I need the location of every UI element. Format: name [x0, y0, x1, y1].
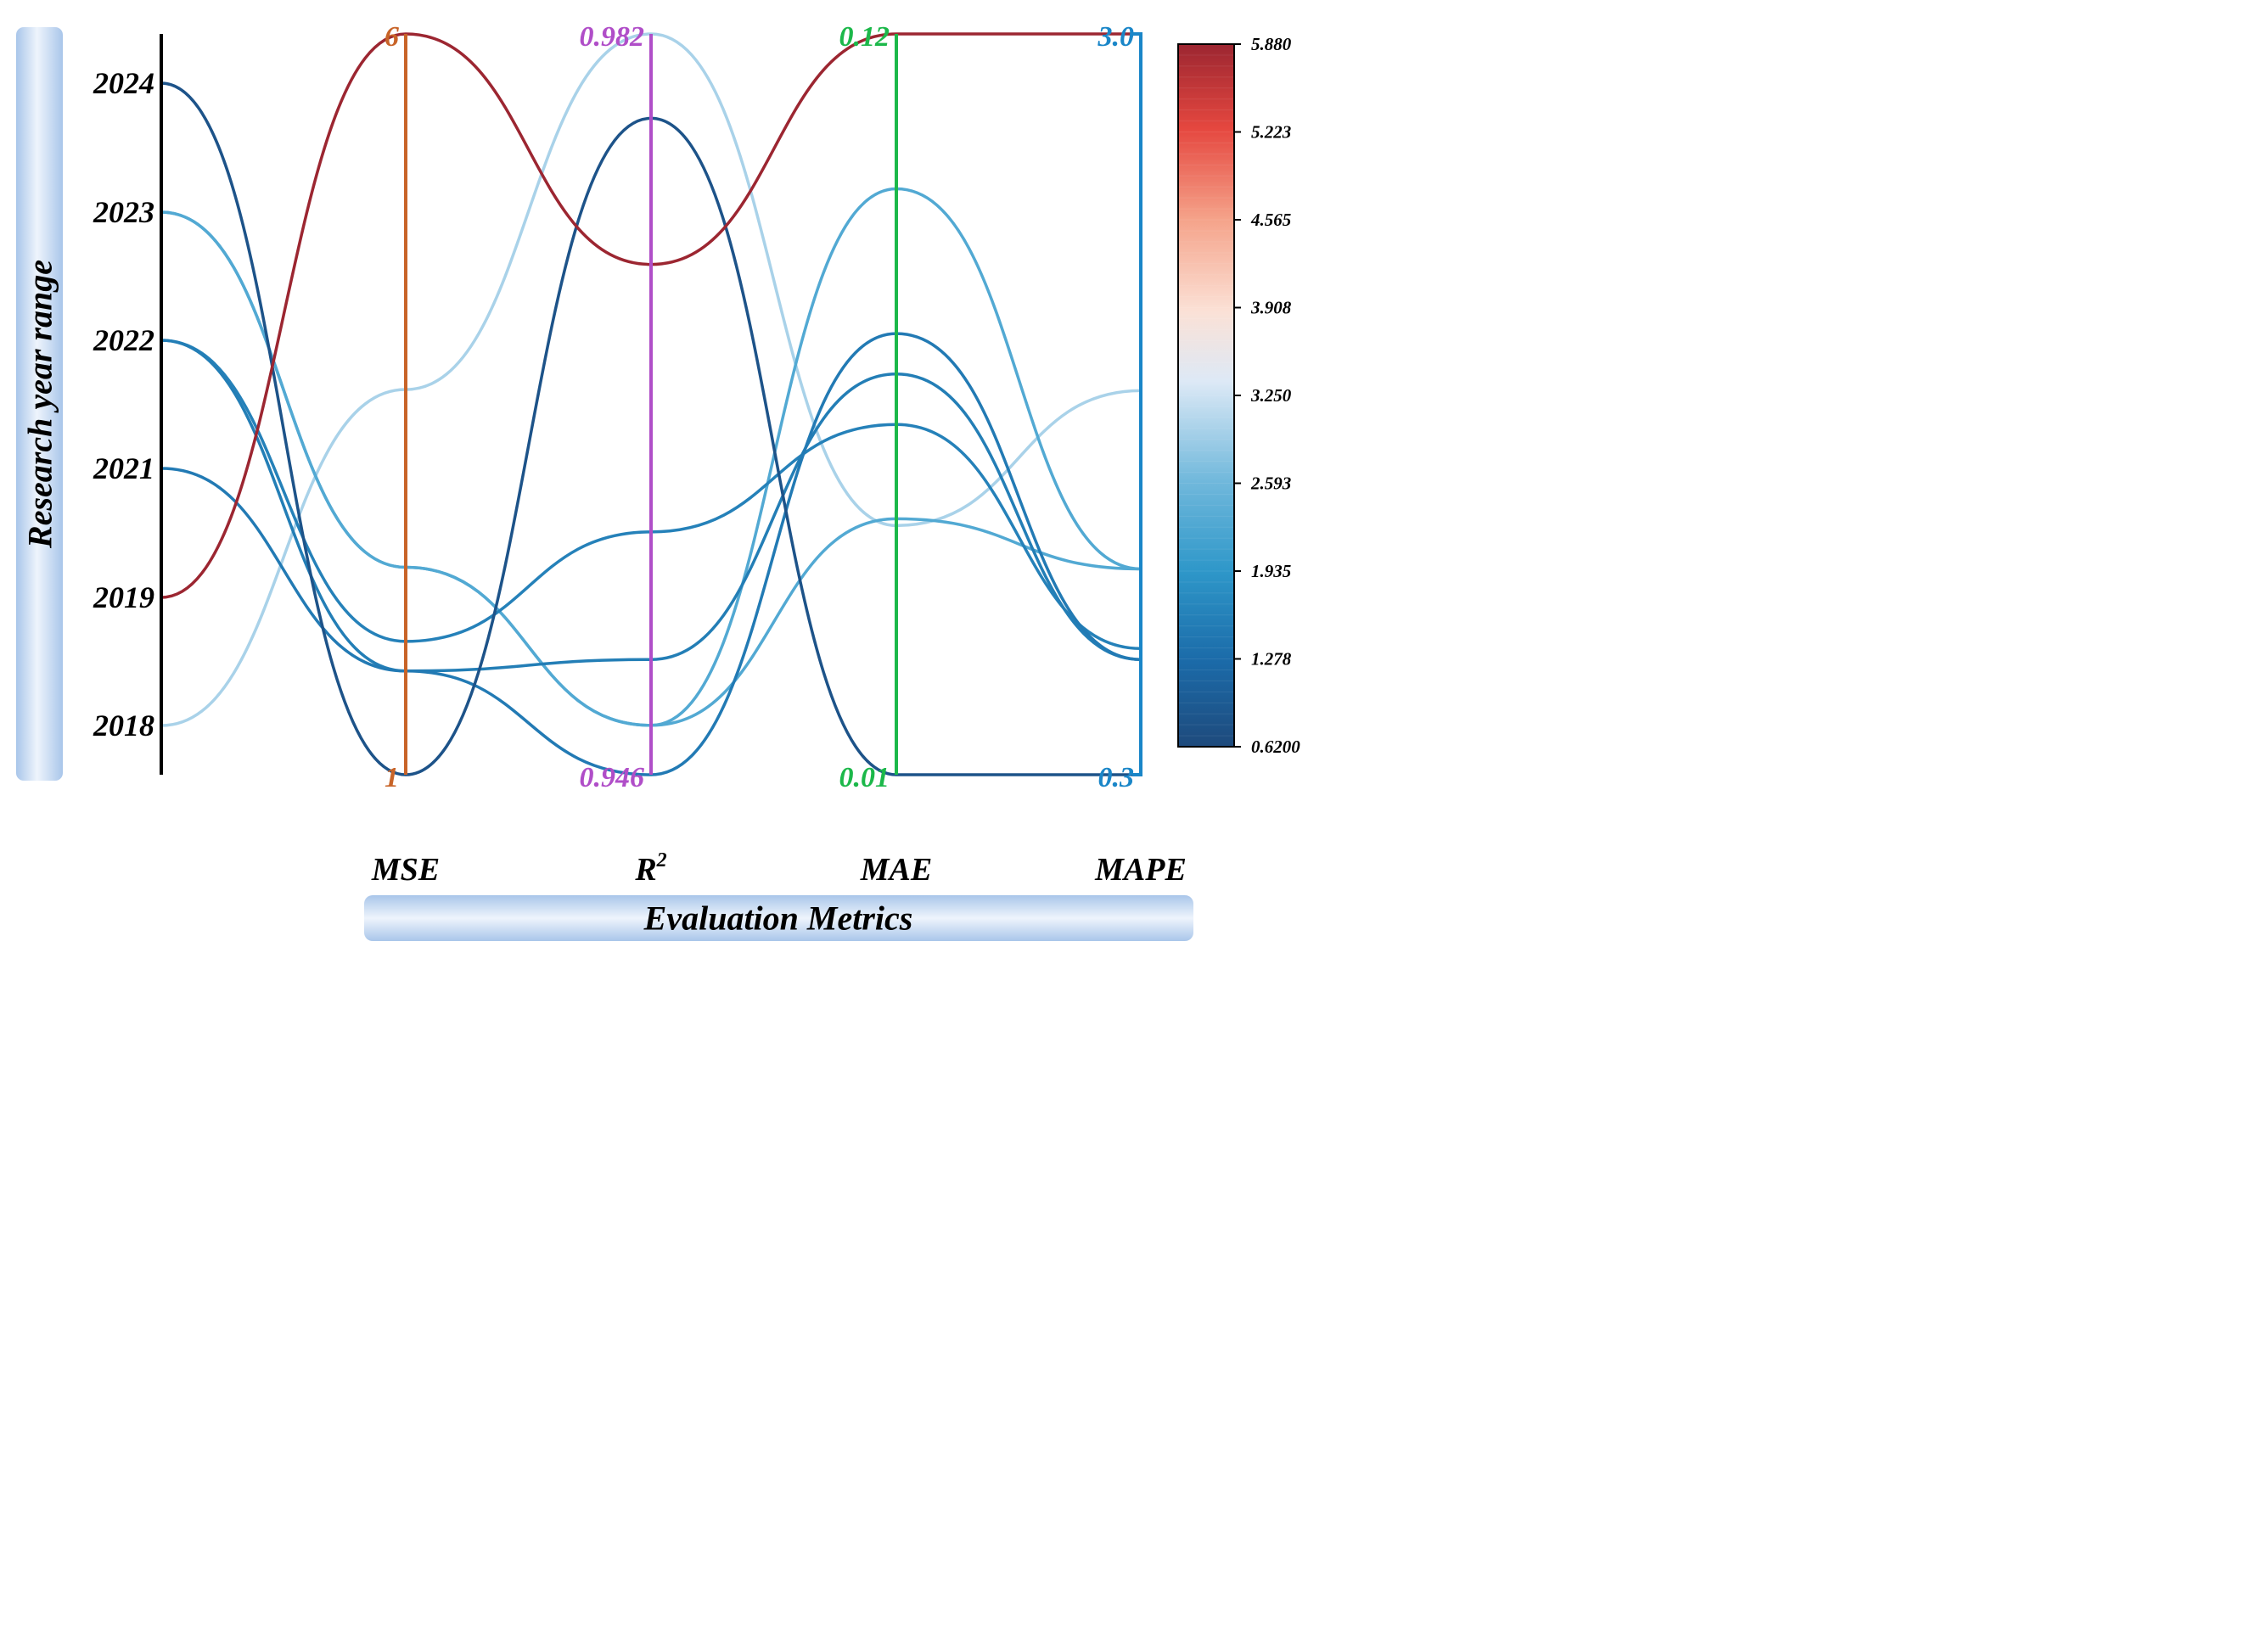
x-axis-label: Evaluation Metrics — [643, 899, 913, 938]
colorbar-tick-label: 2.593 — [1250, 473, 1291, 494]
axis-max-label-r2: 0.982 — [580, 21, 645, 53]
axis-max-label-mse: 6 — [385, 21, 399, 53]
series-line-2019 — [160, 32, 1142, 599]
axis-min-label-mse: 1 — [385, 762, 399, 793]
metric-label-r2: R2 — [634, 849, 666, 888]
colorbar-gradient — [1178, 44, 1234, 747]
colorbar-tick-label: 1.935 — [1251, 561, 1291, 581]
year-tick-2019: 2019 — [93, 580, 154, 614]
axis-min-label-mape: 0.3 — [1098, 762, 1135, 793]
chart-stage: Research year range 2018 2019 2021 2022 2023… — [0, 0, 1330, 960]
series-lines — [160, 32, 1142, 776]
colorbar-tick-label: 4.565 — [1250, 210, 1291, 230]
colorbar-tick-label: 0.6200 — [1251, 737, 1300, 757]
year-tick-2023: 2023 — [93, 195, 154, 229]
colorbar-tick-label: 5.880 — [1251, 34, 1292, 54]
colorbar-tick-label: 1.278 — [1251, 649, 1292, 670]
axis-line-mape — [1132, 32, 1142, 776]
year-tick-2021: 2021 — [93, 451, 154, 485]
series-line-2021 — [160, 332, 1142, 776]
axes: 2018 2019 2021 2022 2023 2024 6 1 MSE 0.982 0.946 R… — [93, 21, 1187, 888]
axis-max-label-mae: 0.12 — [839, 21, 890, 53]
axis-min-label-r2: 0.946 — [580, 762, 645, 793]
y-axis-label-panel — [16, 27, 63, 781]
colorbar-tick-label: 3.908 — [1250, 298, 1292, 318]
metric-label-sup-r2: 2 — [656, 849, 667, 871]
series-line-2023 — [160, 210, 1142, 727]
x-axis-label-panel — [364, 895, 1193, 941]
series-line-2022 — [160, 339, 1142, 673]
metric-label-mse: MSE — [371, 852, 440, 888]
year-tick-2022: 2022 — [93, 323, 154, 357]
series-line-2024 — [160, 81, 1142, 776]
colorbar: 5.880 5.223 4.565 3.908 3.250 2.593 1.935 1.278… — [1177, 34, 1300, 757]
axis-min-label-mae: 0.01 — [839, 762, 890, 793]
year-tick-2018: 2018 — [93, 709, 154, 742]
parallel-coordinates-plot: 2018 2019 2021 2022 2023 2024 6 1 MSE 0.982 0.946 R… — [93, 21, 1300, 888]
metric-label-mape: MAPE — [1094, 852, 1187, 888]
metric-label-mae: MAE — [860, 852, 932, 888]
year-tick-2024: 2024 — [93, 66, 154, 100]
axis-max-label-mape: 3.0 — [1098, 21, 1135, 53]
colorbar-tick-label: 5.223 — [1251, 122, 1291, 143]
colorbar-tick-label: 3.250 — [1250, 385, 1292, 406]
